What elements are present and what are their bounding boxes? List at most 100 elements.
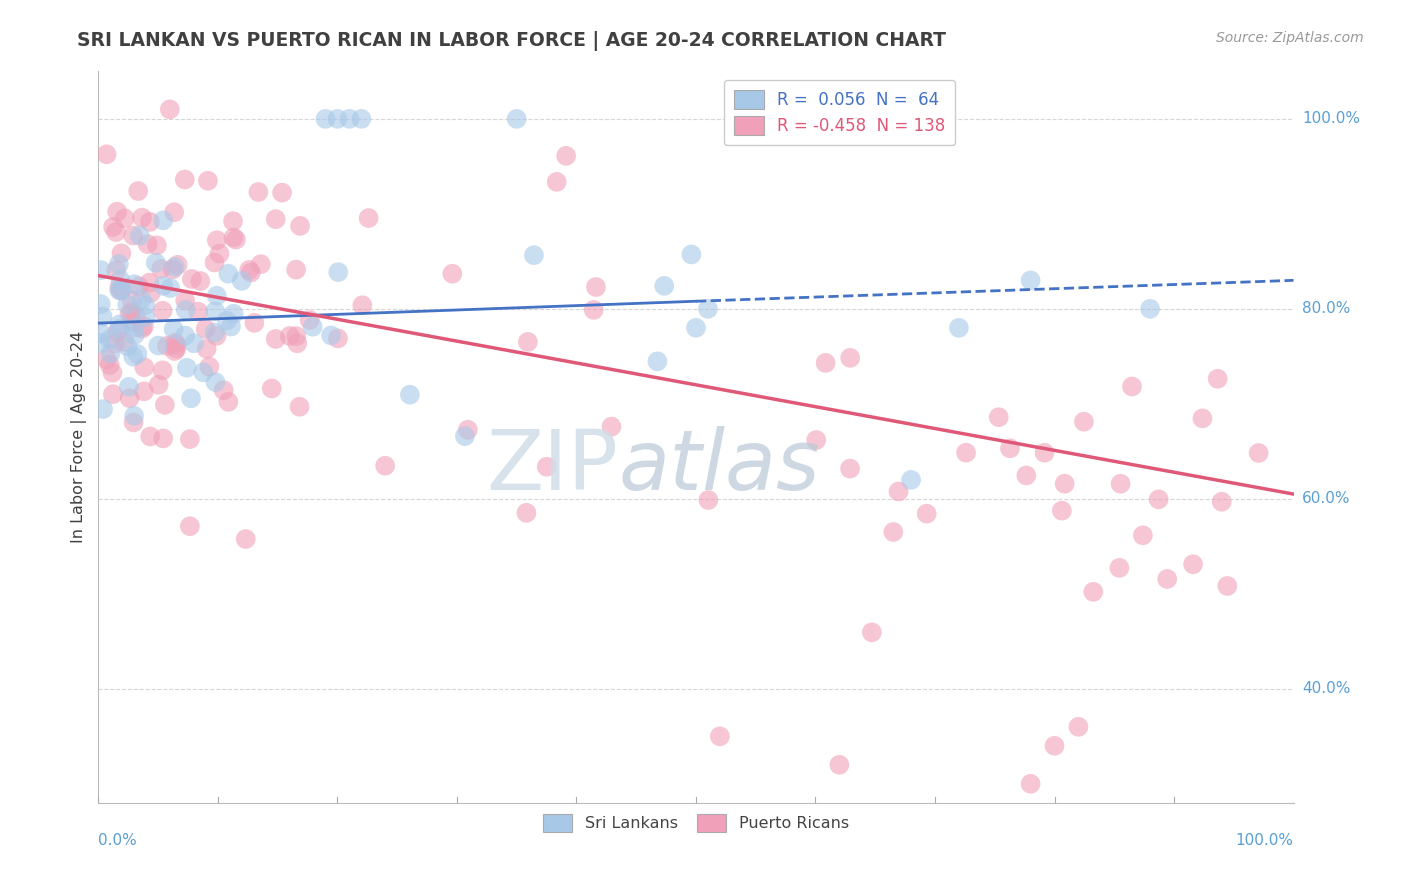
Point [697,301,720,316]
Point [204,255,226,269]
Point [148,377,170,392]
Point [138,276,160,290]
Point [98,358,121,372]
Point [243,316,266,330]
Point [90,263,112,277]
Point [122,277,145,292]
Point [165,335,187,350]
Point [136,237,159,252]
Point [205,233,228,247]
Point [219,319,242,334]
Point [163,205,186,219]
Point [555,149,578,163]
Point [96,352,118,367]
Point [235,532,257,546]
Point [127,347,149,361]
Point [215,314,238,328]
Point [110,246,132,260]
Point [828,757,851,772]
Point [197,174,219,188]
Point [152,431,174,445]
Point [188,274,211,288]
Point [105,263,128,277]
Point [122,416,145,430]
Point [350,112,373,126]
Point [159,103,181,117]
Text: 40.0%: 40.0% [1302,681,1350,697]
Point [1067,720,1090,734]
Point [288,400,311,414]
Point [271,186,294,200]
Point [122,228,145,243]
Point [278,329,301,343]
Point [117,298,139,312]
Point [108,257,131,271]
Point [194,322,217,336]
Point [285,262,308,277]
Point [582,302,605,317]
Point [1132,528,1154,542]
Point [152,279,174,293]
Point [139,215,162,229]
Point [112,334,135,349]
Point [176,360,198,375]
Point [1109,476,1132,491]
Point [165,342,187,356]
Point [231,274,253,288]
Point [159,281,181,295]
Point [441,267,464,281]
Point [217,267,239,281]
Point [301,319,323,334]
Point [1108,561,1130,575]
Point [110,273,132,287]
Point [100,346,122,360]
Point [111,283,134,297]
Point [124,320,146,334]
Point [264,332,287,346]
Point [399,387,422,401]
Point [131,321,153,335]
Point [222,307,245,321]
Point [1156,572,1178,586]
Point [98,333,121,347]
Point [179,519,201,533]
Point [198,359,221,374]
Text: atlas: atlas [619,425,820,507]
Point [128,228,150,243]
Y-axis label: In Labor Force | Age 20-24: In Labor Force | Age 20-24 [72,331,87,543]
Point [132,319,155,334]
Point [1053,476,1076,491]
Point [134,298,156,312]
Point [222,230,245,244]
Point [882,524,904,539]
Point [132,384,155,399]
Point [1121,379,1143,393]
Point [516,334,538,349]
Point [1019,273,1042,287]
Point [652,278,675,293]
Point [1033,446,1056,460]
Point [247,185,270,199]
Point [285,336,308,351]
Point [108,280,131,294]
Point [1191,411,1213,425]
Point [146,238,169,252]
Point [285,329,308,343]
Point [118,391,141,405]
Point [212,383,235,397]
Point [681,247,703,261]
Point [187,304,209,318]
Point [1050,503,1073,517]
Text: 0.0%: 0.0% [98,833,138,848]
Point [647,354,669,368]
Point [139,286,162,301]
Point [204,304,226,318]
Point [697,493,720,508]
Point [101,219,124,234]
Point [139,429,162,443]
Point [90,326,112,341]
Point [174,293,197,308]
Point [105,204,128,219]
Text: 80.0%: 80.0% [1302,301,1350,317]
Point [118,380,141,394]
